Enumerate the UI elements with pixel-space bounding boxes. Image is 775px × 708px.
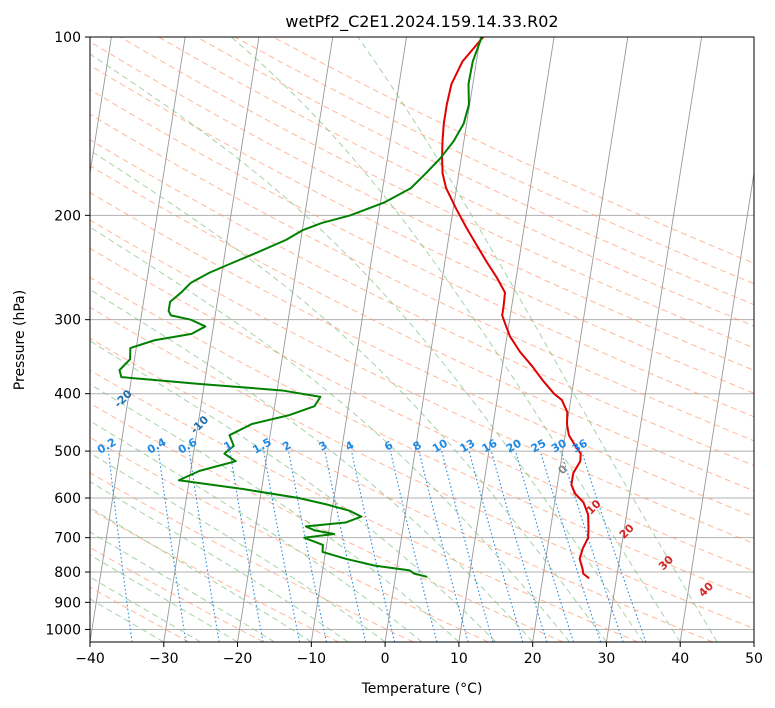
y-tick-label: 100 [54, 30, 81, 46]
dry-adiabat-line [90, 219, 754, 545]
x-tick-label: −10 [297, 651, 327, 667]
mixing-ratio-line [324, 450, 367, 642]
mixing-ratio-line [581, 450, 647, 642]
x-axis-ticks: −40 −30 −20 −10 0 10 20 30 40 50 [75, 642, 763, 667]
moist-adiabat-line [90, 481, 349, 642]
moist-adiabat-line [90, 288, 534, 642]
mixing-ratio-lines [107, 450, 647, 642]
mixing-ratio-line [515, 450, 575, 642]
moist-adiabat-line [90, 383, 460, 642]
mixing-ratio-line [441, 450, 494, 642]
x-tick-label: 30 [598, 651, 616, 667]
moist-adiabat-line [90, 598, 165, 642]
isotherm-line [679, 170, 754, 642]
isotherm-line [163, 37, 260, 642]
y-tick-label: 1000 [45, 622, 81, 638]
moist-adiabat-line [90, 53, 644, 642]
mixing-ratio-line [107, 451, 133, 642]
dry-adiabat-line [90, 139, 754, 467]
x-tick-label: 50 [745, 651, 763, 667]
y-tick-label: 200 [54, 208, 81, 224]
y-tick-label: 800 [54, 565, 81, 581]
isotherm-line [532, 37, 629, 642]
moist-adiabat-line [230, 37, 681, 642]
dry-adiabat-line [196, 37, 754, 306]
mixing-ratio-line [389, 450, 438, 642]
moist-adiabat-line [90, 226, 570, 642]
dry-adiabat-line [90, 402, 564, 642]
mixing-ratio-line [418, 450, 469, 642]
moist-adiabat-line [90, 340, 497, 642]
sounding-series [118, 37, 590, 580]
dewpoint-profile [118, 37, 483, 578]
mixing-ratio-line [288, 451, 327, 642]
y-axis-ticks: 100 200 300 400 500 600 700 800 900 1000 [45, 30, 90, 638]
y-tick-label: 900 [54, 595, 81, 611]
isotherm-line [458, 37, 555, 642]
y-axis-label: Pressure (hPa) [12, 290, 28, 390]
dry-adiabat-line [90, 306, 754, 630]
dry-adiabat-lines [90, 37, 754, 642]
x-axis-label: Temperature (°C) [361, 681, 483, 697]
x-tick-label: −40 [75, 651, 105, 667]
isotherm-line [237, 37, 334, 642]
moist-adiabat-line [90, 420, 423, 642]
isotherm-line [310, 37, 407, 642]
x-tick-label: 20 [524, 651, 542, 667]
dry-adiabat-line [90, 369, 639, 642]
isotherm-line [605, 37, 703, 642]
x-tick-label: 10 [450, 651, 468, 667]
dry-adiabat-line [90, 276, 754, 601]
moist-adiabat-line [90, 576, 201, 642]
moist-adiabat-line [90, 149, 607, 642]
isobar-gridlines [90, 37, 754, 630]
mixing-ratio-line [560, 450, 624, 642]
x-tick-label: 0 [381, 651, 390, 667]
mixing-ratio-line [350, 450, 396, 642]
mixing-ratio-line [157, 451, 187, 642]
moist-adiabat-line [90, 452, 386, 642]
dry-adiabat-line [90, 165, 754, 492]
x-tick-label: −30 [149, 651, 179, 667]
moist-adiabat-line [90, 554, 238, 642]
isotherm-line [384, 37, 481, 642]
dry-adiabat-line [90, 508, 339, 642]
plot-frame [89, 36, 755, 643]
dry-adiabat-line [90, 41, 754, 371]
x-tick-label: −20 [223, 651, 253, 667]
y-tick-label: 400 [54, 387, 81, 403]
mixing-ratio-line [188, 451, 220, 642]
y-tick-label: 700 [54, 531, 81, 547]
isotherm-line [90, 37, 112, 176]
dry-adiabat-line [90, 113, 754, 442]
mixing-ratio-line [490, 450, 548, 642]
chart-title: wetPf2_C2E1.2024.159.14.33.R02 [285, 12, 558, 32]
dry-adiabat-line [90, 191, 754, 518]
dry-adiabat-line [90, 546, 264, 642]
x-tick-label: 40 [671, 651, 689, 667]
moist-adiabat-lines [90, 37, 718, 642]
mixing-ratio-line [539, 450, 602, 642]
mixing-ratio-line [468, 450, 524, 642]
moist-adiabat-line [90, 531, 275, 642]
dry-adiabat-line [90, 247, 754, 572]
temperature-profile [441, 37, 590, 580]
y-tick-label: 300 [54, 313, 81, 329]
y-tick-label: 600 [54, 491, 81, 507]
y-tick-label: 500 [54, 444, 81, 460]
isotherm-line [90, 37, 186, 642]
isotherm-lines [90, 37, 754, 642]
